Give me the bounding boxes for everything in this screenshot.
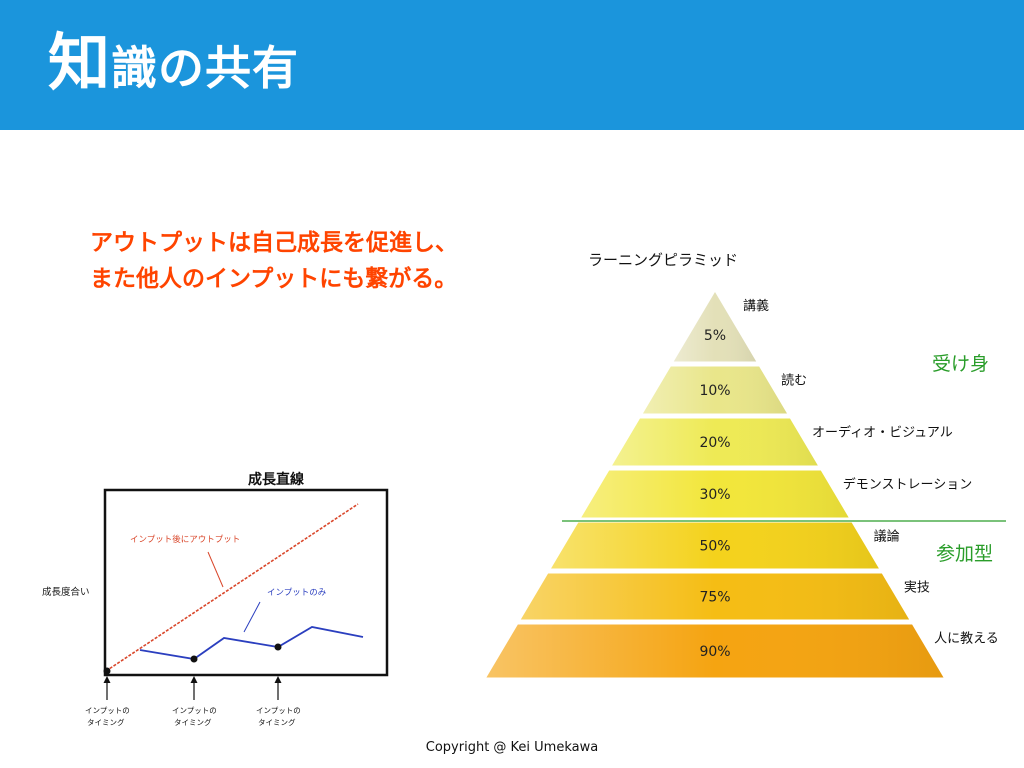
input-line bbox=[139, 626, 364, 660]
pyramid-level-percent-3: 20% bbox=[699, 435, 730, 451]
pyramid-level-label-1: 講義 bbox=[743, 298, 769, 314]
pyramid-level-shade-4 bbox=[581, 470, 849, 518]
timing-dot-3 bbox=[274, 643, 282, 651]
pyramid-level-percent-1: 5% bbox=[704, 328, 726, 344]
timing-arrow-3 bbox=[274, 676, 282, 700]
pyramid-level-percent-5: 50% bbox=[699, 539, 730, 555]
page-title-rest: 識の共有 bbox=[111, 41, 300, 95]
output-line-pointer bbox=[207, 551, 224, 588]
timing-label-2-line-2: タイミング bbox=[174, 717, 212, 727]
pyramid-level-label-2: 読む bbox=[781, 373, 807, 389]
growth-chart: 成長直線 成長度合い インプット後にアウトプット インプットのみ インプットの … bbox=[42, 471, 389, 727]
timing-arrow-1 bbox=[103, 676, 111, 700]
timing-dot-2 bbox=[190, 655, 198, 663]
input-line-pointer bbox=[243, 601, 261, 633]
page-title: 知識の共有 bbox=[48, 28, 299, 103]
pyramid-level-percent-7: 90% bbox=[699, 644, 730, 660]
pyramid-level-shade-2 bbox=[642, 366, 788, 414]
page-title-first-char: 知 bbox=[48, 26, 112, 99]
pyramid-level-shade-6 bbox=[520, 573, 910, 620]
output-line bbox=[105, 503, 359, 672]
growth-chart-frame bbox=[103, 488, 389, 677]
pyramid-level-label-3: オーディオ・ビジュアル bbox=[812, 425, 953, 441]
copyright: Copyright @ Kei Umekawa bbox=[425, 740, 599, 755]
pyramid-level-label-5: 議論 bbox=[874, 529, 900, 545]
highlight-line-2: また他人のインプットにも繋がる。 bbox=[90, 266, 458, 292]
growth-chart-ylabel: 成長度合い bbox=[42, 586, 90, 598]
pyramid-level-percent-6: 75% bbox=[699, 590, 730, 606]
input-line-label: インプットのみ bbox=[267, 588, 327, 598]
learning-pyramid: ラーニングピラミッド 5% 講義 10% 読む 20% オーディオ・ビジュアル 30% デモン… bbox=[486, 251, 1006, 678]
highlight-line-1: アウトプットは自己成長を促進し、 bbox=[90, 230, 458, 256]
timing-label-3-line-1: インプットの bbox=[256, 706, 301, 715]
growth-chart-title: 成長直線 bbox=[248, 471, 304, 488]
pyramid-level-percent-4: 30% bbox=[699, 487, 730, 503]
timing-label-1-line-1: インプットの bbox=[85, 706, 130, 715]
pyramid-level-shade-3 bbox=[612, 418, 818, 466]
pyramid-level-shade-1 bbox=[673, 292, 757, 362]
pyramid-level-label-7: 人に教える bbox=[934, 631, 999, 647]
output-line-label: インプット後にアウトプット bbox=[130, 534, 240, 545]
pyramid-title: ラーニングピラミッド bbox=[588, 251, 738, 269]
group-label-passive: 受け身 bbox=[932, 353, 989, 375]
pyramid-level-shade-5 bbox=[551, 522, 879, 569]
title-bar: 知識の共有 bbox=[0, 0, 1024, 130]
pyramid-level-label-6: 実技 bbox=[904, 580, 930, 596]
group-label-participatory: 参加型 bbox=[936, 543, 993, 565]
pyramid-level-percent-2: 10% bbox=[699, 383, 730, 399]
timing-dot-1 bbox=[103, 667, 111, 675]
timing-arrow-2 bbox=[190, 676, 198, 700]
timing-label-3-line-2: タイミング bbox=[258, 717, 296, 727]
pyramid-level-shade-7 bbox=[486, 624, 944, 678]
timing-label-2-line-1: インプットの bbox=[172, 706, 217, 715]
pyramid-level-label-4: デモンストレーション bbox=[843, 477, 972, 493]
timing-label-1-line-2: タイミング bbox=[87, 717, 125, 727]
highlight-text: アウトプットは自己成長を促進し、 また他人のインプットにも繋がる。 bbox=[90, 225, 458, 297]
